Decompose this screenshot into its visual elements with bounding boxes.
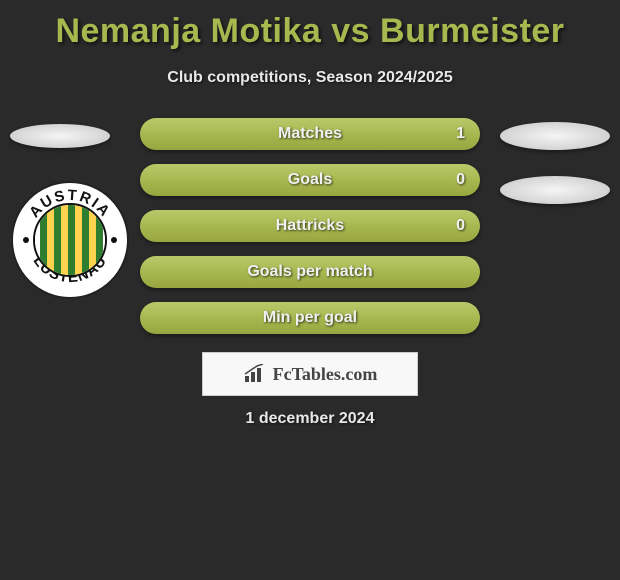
player-right-marker-2 bbox=[500, 176, 610, 204]
bar-value: 0 bbox=[140, 164, 465, 196]
brand-watermark: FcTables.com bbox=[202, 352, 418, 396]
brand-text: FcTables.com bbox=[273, 364, 378, 385]
bar-row-min-per-goal: Min per goal bbox=[0, 302, 620, 334]
club-logo-austria-lustenau: AUSTRIA LUSTENAU bbox=[10, 180, 130, 300]
bar-value: 1 bbox=[140, 118, 465, 150]
chart-icon bbox=[243, 364, 267, 384]
bar-value bbox=[140, 256, 465, 288]
date-label: 1 december 2024 bbox=[0, 410, 620, 428]
player-right-marker-1 bbox=[500, 122, 610, 150]
bar-value bbox=[140, 302, 465, 334]
bar-value: 0 bbox=[140, 210, 465, 242]
subtitle: Club competitions, Season 2024/2025 bbox=[0, 69, 620, 87]
player-left-marker bbox=[10, 124, 110, 148]
page-title: Nemanja Motika vs Burmeister bbox=[0, 0, 620, 51]
